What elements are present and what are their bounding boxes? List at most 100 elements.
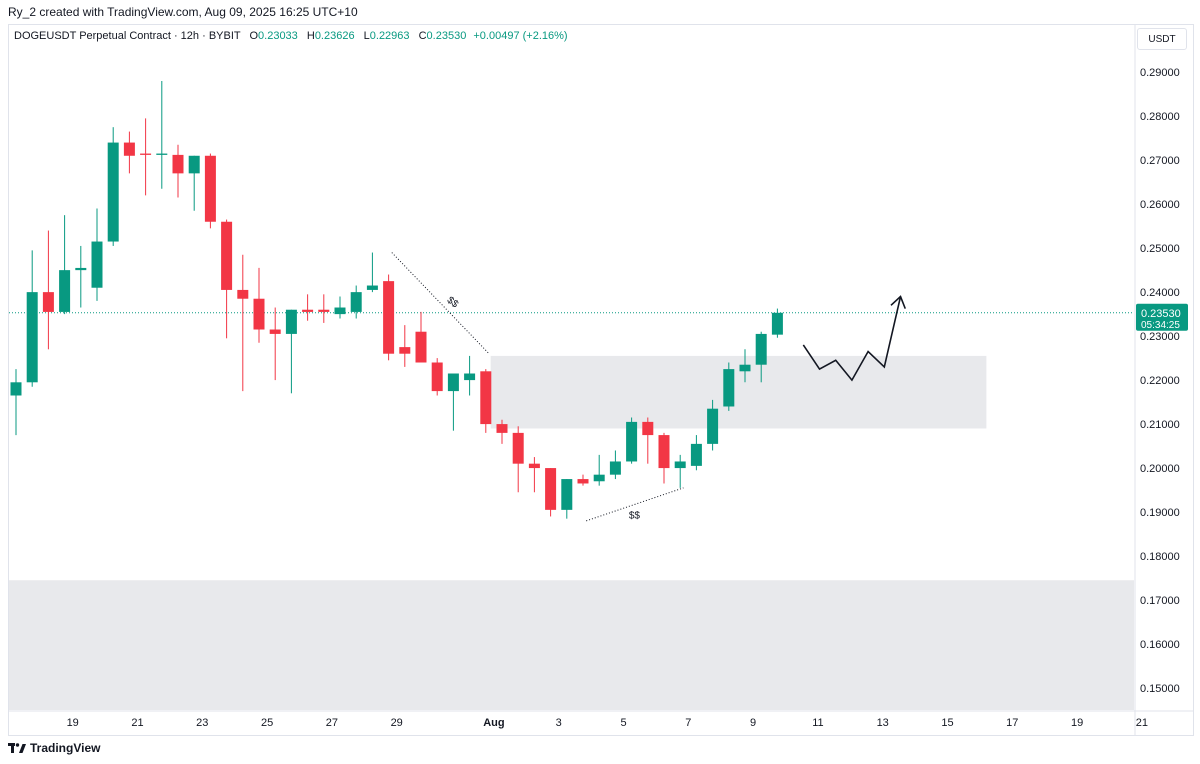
candle-body[interactable]	[512, 432, 524, 464]
candle-body[interactable]	[415, 331, 427, 363]
candle-body[interactable]	[237, 289, 249, 299]
candle-body[interactable]	[739, 364, 751, 372]
candle-body[interactable]	[156, 153, 168, 155]
y-tick-label: 0.27000	[1140, 155, 1180, 167]
symbol-legend: DOGEUSDT Perpetual Contract · 12h · BYBI…	[14, 30, 568, 42]
candle-body[interactable]	[123, 142, 135, 156]
candle-body[interactable]	[366, 285, 378, 290]
ss-label-upper: $$	[445, 295, 461, 311]
bar-countdown: 05:34:25	[1141, 320, 1180, 331]
candle-body[interactable]	[431, 362, 443, 392]
candle-body[interactable]	[561, 479, 573, 510]
candle-body[interactable]	[350, 292, 362, 312]
candle-body[interactable]	[723, 369, 735, 407]
candle-body[interactable]	[107, 142, 119, 242]
y-tick-label: 0.17000	[1140, 595, 1180, 607]
y-tick-label: 0.23000	[1140, 331, 1180, 343]
candle-body[interactable]	[690, 443, 702, 466]
y-tick-label: 0.29000	[1140, 67, 1180, 79]
open-label: O	[249, 30, 259, 42]
open-value: 0.23033	[258, 30, 298, 42]
candle-body[interactable]	[59, 270, 71, 312]
candle-body[interactable]	[609, 461, 621, 475]
candle-body[interactable]	[285, 309, 297, 334]
candle-body[interactable]	[10, 382, 22, 396]
high-value: 0.23626	[314, 30, 355, 42]
candle-body[interactable]	[626, 421, 638, 462]
candle-body[interactable]	[253, 298, 265, 330]
x-tick-label: 13	[877, 717, 889, 729]
x-tick-label: 19	[1071, 717, 1083, 729]
y-tick-label: 0.20000	[1140, 463, 1180, 475]
tradingview-brand: TradingView	[30, 741, 101, 755]
candle-body[interactable]	[302, 309, 314, 312]
chart-credit: Ry_2 created with TradingView.com, Aug 0…	[8, 5, 358, 19]
x-tick-label: 9	[750, 717, 756, 729]
lower-liquidity-line[interactable]	[586, 487, 684, 522]
candle-body[interactable]	[674, 461, 686, 469]
x-tick-label: 19	[67, 717, 79, 729]
candle-body[interactable]	[204, 155, 216, 222]
candle-body[interactable]	[658, 435, 670, 469]
projection-arrowhead	[890, 295, 907, 309]
candle-body[interactable]	[383, 281, 395, 354]
candle-body[interactable]	[755, 333, 767, 365]
low-value: 0.22963	[369, 30, 410, 42]
tradingview-logo[interactable]: TradingView	[8, 741, 100, 755]
y-tick-label: 0.28000	[1140, 111, 1180, 123]
candle-body[interactable]	[577, 479, 589, 484]
x-tick-label: 17	[1006, 717, 1018, 729]
y-tick-label: 0.16000	[1140, 639, 1180, 651]
y-tick-label: 0.21000	[1140, 419, 1180, 431]
close-value: 0.23530	[426, 30, 467, 42]
x-tick-label: 23	[196, 717, 208, 729]
candle-body[interactable]	[464, 373, 476, 381]
y-tick-label: 0.22000	[1140, 375, 1180, 387]
candle-body[interactable]	[91, 241, 103, 288]
currency-button[interactable]: USDT	[1137, 28, 1187, 50]
candle-body[interactable]	[545, 468, 557, 510]
symbol-title[interactable]: DOGEUSDT Perpetual Contract · 12h · BYBI…	[14, 30, 241, 42]
candle-body[interactable]	[318, 309, 330, 312]
x-tick-label: 25	[261, 717, 273, 729]
x-tick-label: 21	[131, 717, 143, 729]
candle-body[interactable]	[496, 424, 508, 433]
upper-liquidity-line[interactable]	[391, 252, 490, 355]
last-price-badge[interactable]	[1136, 303, 1188, 331]
candle-body[interactable]	[172, 154, 184, 174]
x-tick-label: Aug	[483, 717, 504, 729]
x-tick-label: 21	[1136, 717, 1148, 729]
supply-demand-zone[interactable]	[490, 355, 987, 429]
candle-body[interactable]	[334, 307, 346, 315]
candle-body[interactable]	[75, 267, 87, 271]
candle-body[interactable]	[593, 474, 605, 482]
close-label: C	[418, 30, 427, 42]
candle-body[interactable]	[140, 153, 152, 155]
candle-body[interactable]	[188, 155, 200, 174]
x-tick-label: 7	[685, 717, 691, 729]
candle-body[interactable]	[642, 421, 654, 436]
y-tick-label: 0.25000	[1140, 243, 1180, 255]
candle-body[interactable]	[221, 221, 233, 290]
x-tick-label: 11	[812, 717, 823, 729]
y-tick-label: 0.15000	[1140, 683, 1180, 695]
candle-body[interactable]	[707, 408, 719, 444]
y-tick-label: 0.18000	[1140, 551, 1180, 563]
candle-body[interactable]	[26, 292, 38, 383]
candle-body[interactable]	[42, 292, 54, 312]
ss-label-lower: $$	[629, 510, 641, 521]
x-tick-label: 5	[620, 717, 626, 729]
candle-body[interactable]	[771, 312, 783, 335]
high-label: H	[306, 30, 315, 42]
x-tick-label: 3	[556, 717, 562, 729]
candle-body[interactable]	[399, 347, 411, 354]
candle-body[interactable]	[528, 463, 540, 469]
lower-zone[interactable]	[9, 580, 1134, 710]
low-label: L	[363, 30, 370, 42]
candle-body[interactable]	[447, 373, 459, 392]
projection-path[interactable]	[802, 296, 902, 382]
candle-body[interactable]	[269, 329, 281, 334]
tradingview-logo-icon	[8, 742, 26, 753]
candle-body[interactable]	[480, 371, 492, 425]
